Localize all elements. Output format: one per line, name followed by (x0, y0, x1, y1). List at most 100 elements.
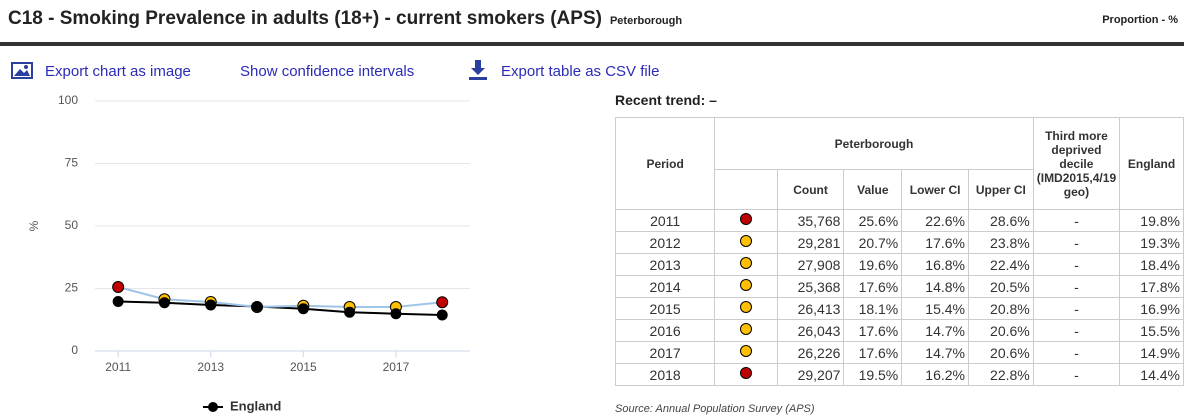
cell: 26,226 (776, 341, 845, 364)
header-cell: Period (614, 117, 716, 210)
cell: 35,768 (776, 209, 845, 232)
data-point (344, 306, 356, 318)
legend-marker (208, 402, 218, 412)
confidence-link[interactable]: Show confidence intervals (240, 63, 415, 80)
unit: Proportion - % (1102, 14, 1178, 26)
cell: 14.7% (901, 319, 969, 342)
header-cell: Upper CI (967, 169, 1034, 210)
significance-marker (739, 213, 752, 225)
y-tick-label: 50 (65, 218, 79, 232)
cell: 26,413 (776, 297, 845, 320)
cell: 2012 (614, 231, 716, 254)
cell: 23.8% (967, 231, 1034, 254)
cell: - (1032, 275, 1121, 298)
cell: 20.6% (967, 341, 1034, 364)
cell (714, 319, 778, 342)
cell: 26,043 (776, 319, 845, 342)
significance-marker (739, 323, 752, 335)
data-row: 2014 25,368 17.6% 14.8% 20.5% -17.8% (614, 275, 1184, 298)
data-point (297, 303, 309, 315)
cell: 14.9% (1119, 341, 1184, 364)
cell: 2017 (614, 341, 716, 364)
image-icon[interactable] (10, 61, 34, 81)
x-tick-label: 2015 (290, 360, 317, 374)
series-line (117, 286, 443, 309)
data-row: 2012 29,281 20.7% 17.6% 23.8% -19.3% (614, 231, 1184, 254)
header-cell (714, 169, 778, 210)
cell (714, 209, 778, 232)
cell: 17.6% (901, 231, 969, 254)
cell: - (1032, 297, 1121, 320)
cell: 2013 (614, 253, 716, 276)
cell: 19.3% (1119, 231, 1184, 254)
y-tick-label: 100 (58, 93, 78, 107)
trend-label: Recent trend: (615, 92, 706, 108)
cell: 2015 (614, 297, 716, 320)
header-cell: Lower CI (901, 169, 969, 210)
cell: 20.7% (843, 231, 903, 254)
y-tick-label: 0 (71, 343, 78, 357)
x-tick-label: 2017 (383, 360, 410, 374)
significance-marker (739, 367, 752, 379)
cell: 27,908 (776, 253, 845, 276)
data-point (390, 308, 402, 320)
cell: - (1032, 363, 1121, 386)
significance-marker (739, 257, 752, 269)
cell (714, 341, 778, 364)
data-table: Period Peterborough Third more deprived de… (614, 117, 1184, 386)
cell (714, 363, 778, 386)
cell: 17.6% (843, 341, 903, 364)
cell: 17.8% (1119, 275, 1184, 298)
cell: 22.6% (901, 209, 969, 232)
data-point (436, 296, 449, 309)
data-point (251, 301, 263, 312)
cell: 15.4% (901, 297, 969, 320)
cell: 14.7% (901, 341, 969, 364)
data-row: 2016 26,043 17.6% 14.7% 20.6% -15.5% (614, 319, 1184, 342)
cell: 20.5% (967, 275, 1034, 298)
trend: Recent trend: – (615, 92, 717, 108)
significance-marker (739, 235, 752, 247)
title-block: C18 - Smoking Prevalence in adults (18+)… (8, 8, 682, 30)
significance-marker (739, 279, 752, 291)
export-image-link[interactable]: Export chart as image (45, 63, 191, 80)
cell: 2014 (614, 275, 716, 298)
cell (714, 297, 778, 320)
data-point (158, 297, 170, 309)
cell: 17.6% (843, 319, 903, 342)
cell: 16.8% (901, 253, 969, 276)
x-tick-label: 2013 (197, 360, 224, 374)
cell: 18.4% (1119, 253, 1184, 276)
data-point (205, 299, 217, 311)
cell (714, 231, 778, 254)
y-tick-label: 25 (65, 281, 79, 295)
data-row: 2013 27,908 19.6% 16.8% 22.4% -18.4% (614, 253, 1184, 276)
cell: 29,207 (776, 363, 845, 386)
cell: - (1032, 209, 1121, 232)
data-point (436, 309, 448, 321)
cell: 2016 (614, 319, 716, 342)
cell: - (1032, 341, 1121, 364)
data-row: 2017 26,226 17.6% 14.7% 20.6% -14.9% (614, 341, 1184, 364)
cell: 29,281 (776, 231, 845, 254)
header-cell: Peterborough (714, 117, 1034, 170)
chart: 0 25 50 75 100 2011 2013 2015 2017% England (27, 93, 470, 413)
source: Source: Annual Population Survey (APS) (615, 403, 815, 415)
cell: 14.8% (901, 275, 969, 298)
cell: 19.5% (843, 363, 903, 386)
title: C18 - Smoking Prevalence in adults (18+)… (8, 8, 602, 29)
cell (714, 253, 778, 276)
data-row: 2011 35,768 25.6% 22.6% 28.6% -19.8% (614, 209, 1184, 232)
cell: 22.8% (967, 363, 1034, 386)
download-icon[interactable] (466, 58, 490, 82)
header-cell: Third more deprived decile (IMD2015,4/19… (1032, 117, 1121, 210)
export-csv-link[interactable]: Export table as CSV file (501, 63, 660, 80)
cell: 19.6% (843, 253, 903, 276)
cell: 20.8% (967, 297, 1034, 320)
cell: 19.8% (1119, 209, 1184, 232)
cell: 25,368 (776, 275, 845, 298)
cell: 25.6% (843, 209, 903, 232)
cell: 22.4% (967, 253, 1034, 276)
x-tick-label: 2011 (105, 360, 131, 374)
cell: 18.1% (843, 297, 903, 320)
